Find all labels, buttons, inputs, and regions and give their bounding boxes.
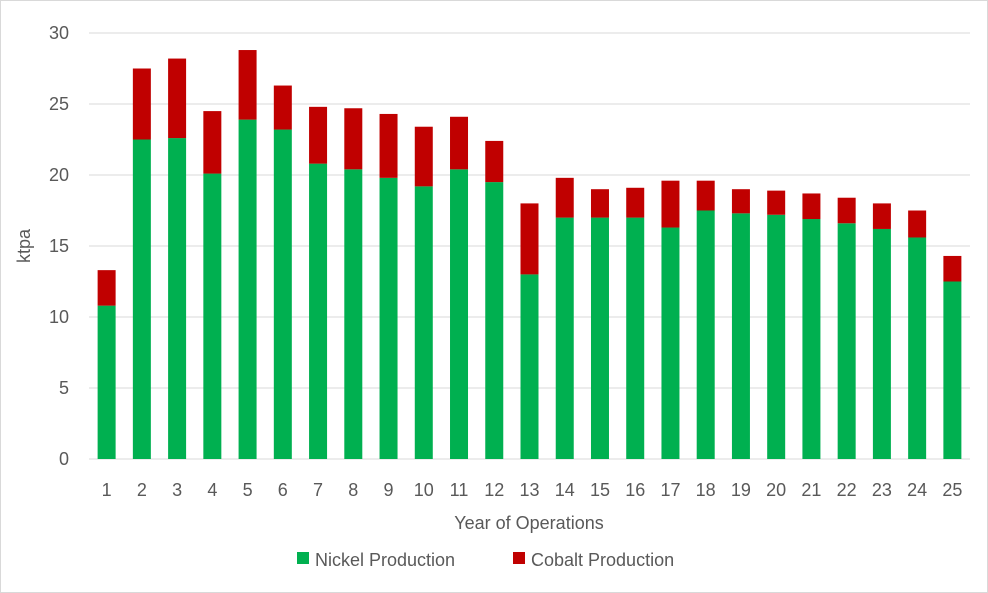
bar-nickel	[908, 237, 927, 459]
x-tick-label: 16	[625, 480, 645, 500]
x-tick-label: 20	[766, 480, 786, 500]
bar-nickel	[97, 305, 116, 459]
x-tick-label: 22	[837, 480, 857, 500]
bar-nickel	[626, 217, 645, 459]
x-tick-label: 23	[872, 480, 892, 500]
bar-nickel	[238, 119, 257, 460]
bar-cobalt	[802, 193, 821, 220]
bar-nickel	[273, 129, 292, 459]
legend-swatch-nickel	[297, 552, 309, 564]
x-tick-label: 5	[243, 480, 253, 500]
bar-nickel	[485, 182, 504, 459]
bar-nickel	[520, 274, 539, 459]
bar-nickel	[767, 214, 786, 459]
x-tick-label: 9	[384, 480, 394, 500]
bar-cobalt	[450, 116, 469, 170]
bar-cobalt	[414, 126, 433, 187]
bar-nickel	[872, 228, 891, 459]
x-tick-label: 6	[278, 480, 288, 500]
bar-nickel	[414, 186, 433, 460]
y-tick-label: 5	[59, 378, 69, 398]
bar-cobalt	[168, 58, 187, 139]
bar-nickel	[555, 217, 574, 459]
bar-nickel	[168, 138, 187, 459]
x-axis-title: Year of Operations	[454, 513, 603, 533]
bar-cobalt	[520, 203, 539, 275]
bar-nickel	[309, 163, 328, 459]
bar-cobalt	[132, 68, 151, 140]
x-tick-label: 1	[102, 480, 112, 500]
y-tick-label: 0	[59, 449, 69, 469]
bar-cobalt	[379, 113, 398, 178]
bar-nickel	[802, 219, 821, 459]
x-tick-label: 2	[137, 480, 147, 500]
x-tick-label: 15	[590, 480, 610, 500]
y-tick-label: 10	[49, 307, 69, 327]
y-axis-title: ktpa	[14, 228, 34, 263]
bar-cobalt	[485, 140, 504, 183]
bar-nickel	[379, 177, 398, 459]
x-tick-label: 24	[907, 480, 927, 500]
legend-label-cobalt: Cobalt Production	[531, 550, 674, 570]
x-tick-label: 3	[172, 480, 182, 500]
x-tick-label: 21	[801, 480, 821, 500]
y-tick-label: 15	[49, 236, 69, 256]
bar-cobalt	[696, 180, 715, 211]
x-tick-label: 13	[519, 480, 539, 500]
bar-cobalt	[273, 85, 292, 130]
bar-cobalt	[555, 177, 574, 218]
bar-nickel	[661, 227, 680, 459]
bar-nickel	[943, 281, 962, 459]
bar-nickel	[696, 210, 715, 459]
bar-cobalt	[97, 270, 116, 306]
x-tick-label: 14	[555, 480, 575, 500]
bar-nickel	[203, 173, 222, 459]
x-tick-label: 19	[731, 480, 751, 500]
legend-swatch-cobalt	[513, 552, 525, 564]
x-tick-label: 7	[313, 480, 323, 500]
bar-nickel	[590, 217, 609, 459]
legend: Nickel Production Cobalt Production	[297, 550, 674, 570]
x-tick-label: 8	[348, 480, 358, 500]
y-tick-label: 20	[49, 165, 69, 185]
bar-nickel	[837, 223, 856, 459]
bar-cobalt	[626, 187, 645, 218]
x-tick-label: 4	[207, 480, 217, 500]
bar-cobalt	[908, 210, 927, 238]
x-tick-label: 25	[942, 480, 962, 500]
bar-cobalt	[767, 190, 786, 215]
bar-cobalt	[661, 180, 680, 228]
bar-nickel	[731, 213, 750, 459]
bar-cobalt	[731, 189, 750, 214]
bar-cobalt	[309, 106, 328, 164]
bar-nickel	[344, 169, 363, 459]
x-tick-label: 11	[450, 480, 469, 500]
bar-nickel	[450, 169, 469, 459]
bar-cobalt	[872, 203, 891, 229]
x-tick-label: 12	[484, 480, 504, 500]
legend-label-nickel: Nickel Production	[315, 550, 455, 570]
y-tick-label: 25	[49, 94, 69, 114]
bar-nickel	[132, 139, 151, 459]
bar-cobalt	[837, 197, 856, 224]
x-tick-label: 18	[696, 480, 716, 500]
x-tick-label: 17	[660, 480, 680, 500]
bar-cobalt	[590, 189, 609, 218]
bar-cobalt	[238, 50, 257, 120]
bar-cobalt	[943, 255, 962, 282]
bar-cobalt	[203, 111, 222, 174]
y-tick-label: 30	[49, 23, 69, 43]
x-tick-label: 10	[414, 480, 434, 500]
bar-cobalt	[344, 108, 363, 170]
